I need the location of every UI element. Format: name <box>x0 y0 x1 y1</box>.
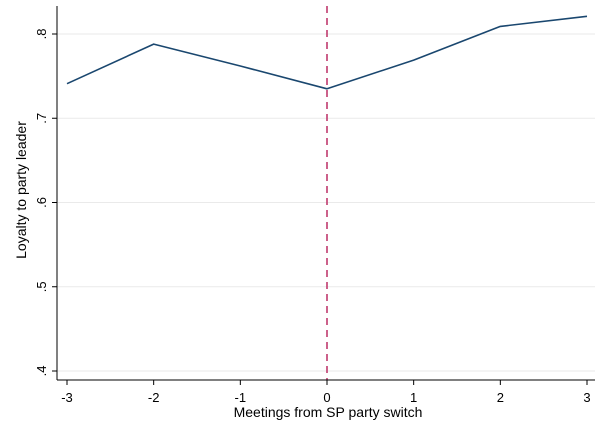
x-tick-label-5: 2 <box>497 390 504 405</box>
x-axis-title: Meetings from SP party switch <box>234 404 423 420</box>
x-tick-label-2: -1 <box>235 390 247 405</box>
x-tick-label-1: -2 <box>148 390 160 405</box>
y-tick-label-0: .4 <box>34 366 49 377</box>
y-tick-label-3: .7 <box>34 113 49 124</box>
y-axis-title: Loyalty to party leader <box>13 121 29 259</box>
gridlines <box>57 33 595 372</box>
y-tick-label-2: .6 <box>34 197 49 208</box>
axes <box>52 6 595 385</box>
y-tick-label-1: .5 <box>34 281 49 292</box>
series-group <box>66 15 588 90</box>
x-tick-label-6: 3 <box>583 390 590 405</box>
tick-labels: .4 .5 .6 .7 .8 -3 -2 -1 0 1 2 3 <box>34 29 591 405</box>
x-tick-label-4: 1 <box>410 390 417 405</box>
y-tick-label-4: .8 <box>34 29 49 40</box>
x-tick-label-0: -3 <box>61 390 73 405</box>
x-tick-label-3: 0 <box>323 390 330 405</box>
series-line-0 <box>66 15 588 90</box>
